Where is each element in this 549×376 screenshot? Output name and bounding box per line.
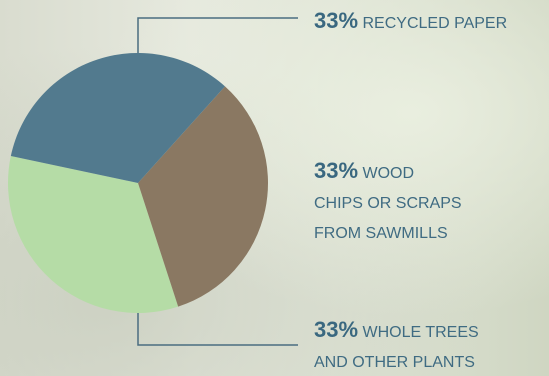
slice-label: 33% WHOLE TREES AND OTHER PLANTS <box>314 315 514 376</box>
category-label: WHOLE TREES AND OTHER PLANTS <box>314 324 479 371</box>
slice-label: 33% WOOD CHIPS OR SCRAPS FROM SAWMILLS <box>314 156 464 249</box>
category-label: RECYCLED PAPER <box>362 15 508 32</box>
value-label: 33% <box>314 158 359 183</box>
leader-line <box>137 17 298 53</box>
category-label: WOOD CHIPS OR SCRAPS FROM SAWMILLS <box>314 165 462 242</box>
leader-line <box>137 313 298 346</box>
slice-label: 33% RECYCLED PAPER <box>314 6 549 39</box>
value-label: 33% <box>314 8 359 33</box>
value-label: 33% <box>314 317 359 342</box>
pie-slice <box>10 52 225 183</box>
pie-slice <box>7 155 179 313</box>
pie-slice <box>138 86 269 307</box>
